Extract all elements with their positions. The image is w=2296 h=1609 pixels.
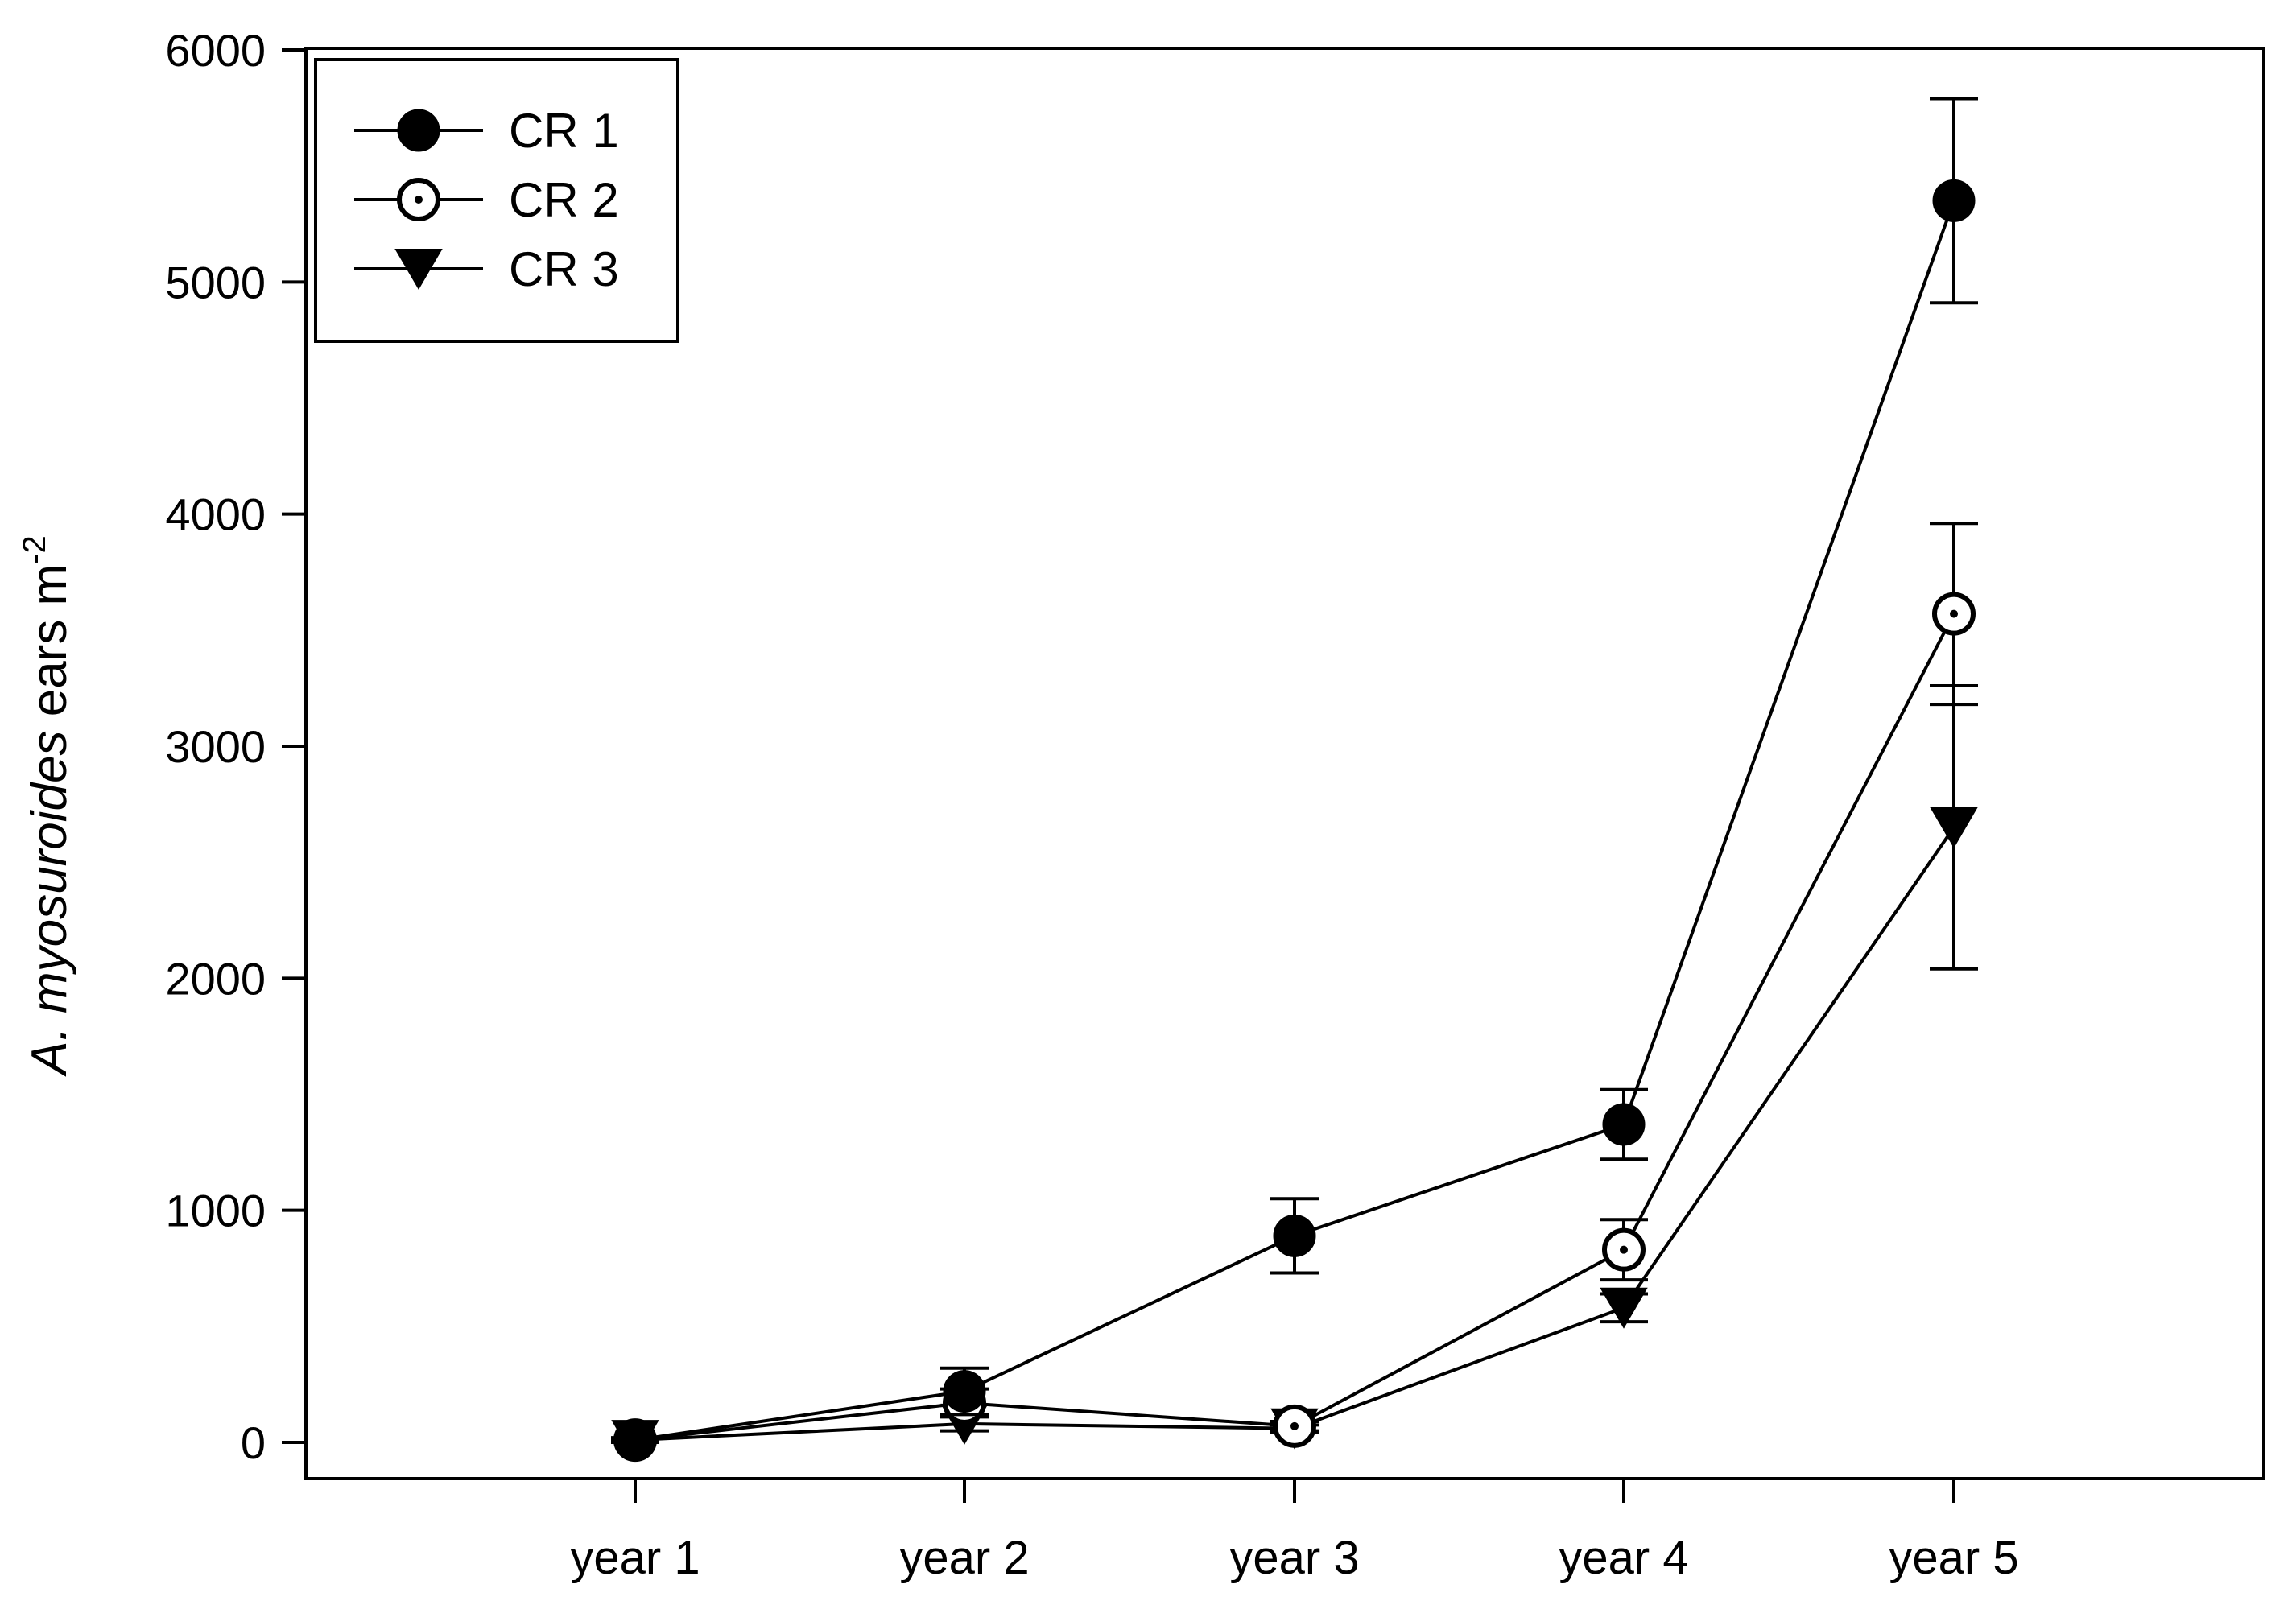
series-cr-2	[611, 522, 1978, 1463]
data-point	[1930, 807, 1978, 848]
data-point	[1602, 1227, 1646, 1272]
y-tick-label: 6000	[165, 25, 266, 76]
plot-frame-layer	[304, 47, 2265, 1480]
legend-marker	[394, 249, 443, 290]
data-point	[613, 1418, 657, 1462]
legend-marker-dot	[415, 196, 423, 204]
legend-layer: CR 1 CR 2 CR 3	[314, 58, 679, 343]
series-line	[634, 826, 1955, 1442]
data-point-dot	[1290, 1421, 1299, 1430]
x-tick-label: year 1	[570, 1532, 700, 1584]
series-cr-3	[611, 684, 1978, 1462]
y-tick-label: 4000	[165, 489, 266, 540]
x-tick-label: year 2	[899, 1532, 1029, 1584]
data-point	[1932, 179, 1976, 222]
series-layer	[611, 97, 1978, 1463]
y-axis-label: A. myosuroides ears m-2	[17, 535, 77, 1078]
axis-layer: 0 1000 2000 3000 4000 5000 6000 year 1 year 2 yea…	[165, 25, 2018, 1584]
x-tick-label: year 5	[1889, 1532, 2018, 1584]
y-axis-label-rest: ears m	[22, 564, 77, 731]
data-point	[1600, 1287, 1648, 1329]
y-axis-label-italic: A. myosuroides	[22, 731, 77, 1078]
data-point	[1932, 592, 1976, 636]
x-tick-label: year 3	[1229, 1532, 1359, 1584]
data-point	[1273, 1404, 1316, 1448]
legend-label: CR 3	[509, 242, 619, 296]
data-point-dot	[1950, 609, 1958, 618]
y-axis-label-superscript: -2	[17, 535, 52, 564]
legend-marker	[397, 109, 440, 152]
y-tick-label: 0	[241, 1417, 266, 1468]
legend-marker	[397, 178, 440, 221]
y-tick-label: 5000	[165, 257, 266, 307]
y-tick-label: 2000	[165, 953, 266, 1004]
data-point	[943, 1370, 986, 1413]
legend-label: CR 1	[509, 104, 619, 158]
plot-frame	[304, 47, 2265, 1480]
x-tick-label: year 4	[1559, 1532, 1688, 1584]
data-point-dot	[1620, 1245, 1628, 1254]
series-cr-1	[611, 97, 1978, 1462]
data-point	[1602, 1103, 1646, 1146]
data-point	[1273, 1214, 1316, 1257]
series-line	[634, 613, 1955, 1442]
legend-label: CR 2	[509, 173, 619, 227]
y-tick-label: 3000	[165, 721, 266, 772]
y-tick-label: 1000	[165, 1186, 266, 1236]
